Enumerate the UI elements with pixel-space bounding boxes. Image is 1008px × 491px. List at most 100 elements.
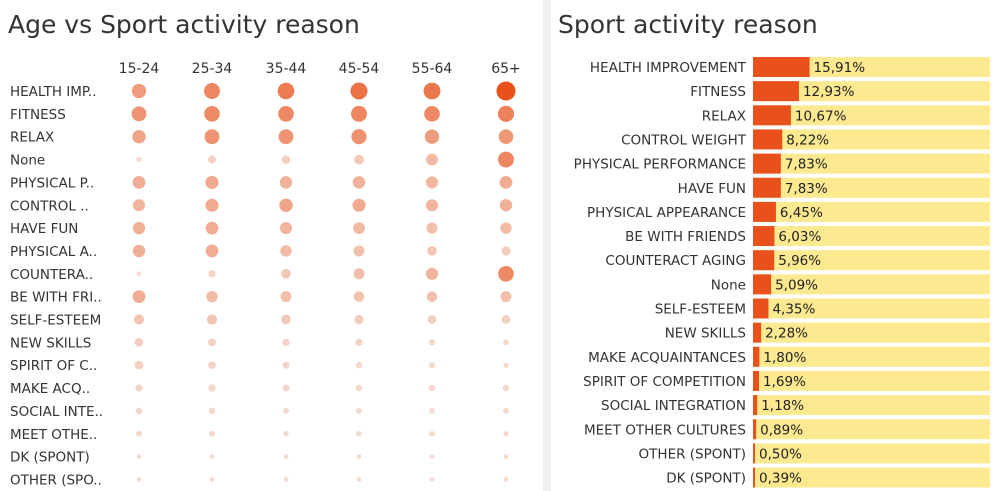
bubble-matrix: 15-24 25-34 35-44 45-54 55-64 65+ HEALTH IMP..… [10,61,521,488]
bar-background [753,370,990,391]
bubble-mark [498,265,514,282]
bubble-mark [282,384,290,392]
bubble-mark [426,153,438,166]
value-label: 0,89% [760,422,803,438]
row-label: MAKE ACQ.. [10,381,90,397]
bubble-mark [208,361,216,370]
bubble-mark [132,129,146,144]
bubble-mark [207,338,217,347]
bubble-mark [502,384,510,392]
bubble-mark [428,339,436,346]
category-label: NEW SKILLS [665,326,746,342]
bubble-mark [208,270,216,278]
bar-background [753,346,990,367]
row-label: MEET OTHE.. [10,427,97,443]
bar-background [753,201,990,222]
value-label: 8,22% [786,132,829,148]
bar-background [753,322,990,343]
column-header: 25-34 [192,61,233,77]
bubble-mark [132,221,146,235]
bar-mark [753,419,757,440]
bubble-mark [204,106,220,122]
row-label: SPIRIT OF C.. [10,358,97,374]
bubble-mark [356,430,362,437]
bubble-mark [354,314,364,325]
category-label: OTHER (SPONT) [639,446,746,462]
row-label: FITNESS [10,107,66,123]
bubble-mark [132,199,146,212]
bubble-mark [277,82,295,100]
bubble-mark [425,176,439,189]
bubble-mark [283,477,289,482]
bubble-mark [354,154,364,165]
bubble-mark [353,222,365,234]
bar-background [753,129,990,150]
bubble-mark [503,431,509,437]
bubble-mark [428,384,436,392]
bar-background [753,153,990,174]
category-label: None [711,277,746,293]
bubble-mark [278,129,294,145]
row-label: HAVE FUN [10,221,78,237]
bubble-mark [423,82,441,100]
bubble-mark [136,454,142,459]
bubble-mark [281,268,291,279]
category-label: SPIRIT OF COMPETITION [583,374,746,390]
row-label: SELF-ESTEEM [10,313,101,329]
category-label: DK (SPONT) [666,471,746,487]
bubble-mark [498,129,514,144]
bubble-mark [501,246,511,256]
bubble-mark [208,384,216,392]
bubble-mark [352,198,366,212]
category-label: SELF-ESTEEM [655,302,746,318]
bar-mark [753,153,781,174]
row-label: HEALTH IMP.. [10,84,97,100]
row-label: COUNTERA.. [10,267,93,283]
bar-background [753,298,990,319]
row-label: BE WITH FRI.. [10,290,102,306]
bubble-mark [208,407,216,415]
row-label: NEW SKILLS [10,335,91,351]
bubble-mark [280,291,292,303]
bubble-mark [204,129,220,145]
row-label: CONTROL .. [10,198,89,214]
value-label: 0,39% [759,471,802,487]
category-label: PHYSICAL APPEARANCE [587,205,746,221]
bubble-mark [499,176,513,189]
value-label: 12,93% [803,84,855,100]
bar-mark [753,395,758,416]
category-label: FITNESS [690,84,746,100]
bubble-mark [204,83,220,99]
bubble-mark [355,407,363,414]
bubble-mark [424,129,440,144]
bubble-mark [134,338,144,347]
bubble-mark [496,81,516,101]
category-label: COUNTERACT AGING [605,253,746,269]
value-label: 5,96% [778,253,821,269]
bar-mark [753,467,755,488]
bubble-mark [503,454,509,459]
bubble-mark [356,454,362,459]
bubble-mark [503,362,509,368]
bubble-mark [425,267,439,280]
row-label: RELAX [10,130,54,146]
bubble-mark [497,105,515,122]
bubble-mark [135,430,143,437]
bubble-mark [133,314,145,325]
value-label: 1,80% [763,350,806,366]
bubble-mark [280,245,292,257]
column-header: 35-44 [266,61,307,77]
bubble-mark [353,245,365,257]
value-label: 10,67% [795,108,847,124]
bar-mark [753,129,783,150]
bubble-mark [352,176,366,189]
bubble-mark [500,222,512,234]
category-label: HEALTH IMPROVEMENT [590,60,747,76]
bubble-mark [278,106,294,122]
bubble-mark [281,314,291,325]
category-label: BE WITH FRIENDS [625,229,746,245]
bubble-mark [426,291,438,302]
bubble-mark [500,291,512,303]
sport-reason-panel: Sport activity reason HEALTH IMPROVEMENT… [551,0,1008,491]
bubble-mark [283,430,289,437]
